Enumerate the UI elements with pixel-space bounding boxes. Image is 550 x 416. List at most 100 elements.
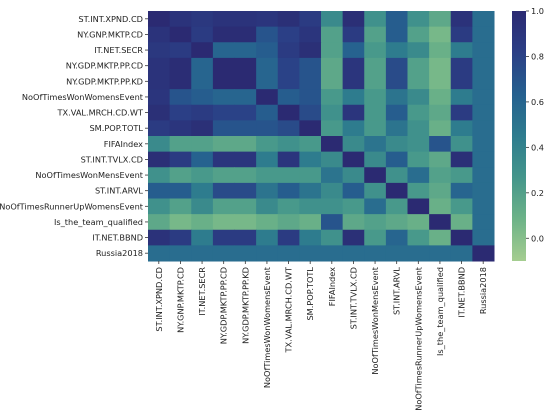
heatmap-cell-7-8 bbox=[321, 120, 344, 137]
heatmap-cell-12-14 bbox=[450, 198, 473, 215]
heatmap-cell-5-7 bbox=[299, 89, 322, 106]
heatmap-cell-7-4 bbox=[234, 120, 257, 137]
heatmap-cell-14-14 bbox=[450, 229, 473, 246]
heatmap-cell-14-3 bbox=[212, 229, 236, 246]
y-tick-label-tx-val-mrch-cd-wt: TX.VAL.MRCH.CD.WT bbox=[57, 108, 144, 118]
heatmap-cell-9-5 bbox=[256, 151, 279, 168]
heatmap-cell-5-3 bbox=[212, 89, 236, 106]
heatmap-cell-7-3 bbox=[212, 120, 236, 137]
heatmap-cell-0-4 bbox=[234, 11, 257, 28]
heatmap-cell-9-1 bbox=[169, 151, 192, 168]
heatmap-cell-5-11 bbox=[385, 89, 409, 106]
heatmap-cell-6-0 bbox=[148, 104, 171, 121]
heatmap-cell-1-12 bbox=[407, 26, 430, 43]
heatmap-cell-9-11 bbox=[385, 151, 409, 168]
heatmap-cell-9-13 bbox=[429, 151, 452, 168]
heatmap-cell-8-14 bbox=[450, 136, 473, 153]
heatmap-cell-12-4 bbox=[234, 198, 257, 215]
heatmap-cell-15-0 bbox=[148, 245, 171, 262]
heatmap-cell-15-11 bbox=[385, 245, 409, 262]
heatmap-cell-6-3 bbox=[212, 104, 236, 121]
x-tick-label-russia2018: Russia2018 bbox=[478, 267, 488, 314]
heatmap-cell-6-10 bbox=[364, 104, 387, 121]
heatmap-cell-7-5 bbox=[256, 120, 279, 137]
y-tick-label-nooftimesrunnerupwomensevent: NoOfTimesRunnerUpWomensEvent bbox=[0, 201, 144, 211]
heatmap-cell-5-15 bbox=[472, 89, 495, 106]
heatmap-cell-3-0 bbox=[148, 57, 171, 75]
heatmap-cell-14-7 bbox=[299, 229, 322, 246]
heatmap-cell-9-12 bbox=[407, 151, 430, 168]
heatmap-cell-1-14 bbox=[450, 26, 473, 43]
heatmap-cell-15-10 bbox=[364, 245, 387, 262]
heatmap-cell-14-8 bbox=[321, 229, 344, 246]
heatmap-cell-10-3 bbox=[212, 167, 236, 184]
heatmap-cell-14-11 bbox=[385, 229, 409, 246]
heatmap-cell-4-14 bbox=[450, 73, 473, 90]
heatmap-cell-11-7 bbox=[299, 182, 322, 200]
heatmap-cell-0-14 bbox=[450, 11, 473, 28]
heatmap-cell-3-4 bbox=[234, 57, 257, 75]
heatmap-cell-15-1 bbox=[169, 245, 192, 262]
heatmap-cell-4-7 bbox=[299, 73, 322, 90]
heatmap-cell-4-0 bbox=[148, 73, 171, 90]
y-tick-label-st-int-arvl: ST.INT.ARVL bbox=[95, 186, 143, 196]
heatmap-cell-15-7 bbox=[299, 245, 322, 262]
heatmap-cell-3-8 bbox=[321, 57, 344, 75]
y-tick-label-it-net-bbnd: IT.NET.BBND bbox=[92, 233, 143, 243]
heatmap-cell-10-2 bbox=[191, 167, 214, 184]
heatmap-cell-12-5 bbox=[256, 198, 279, 215]
heatmap-cell-8-9 bbox=[342, 136, 365, 153]
heatmap-cell-8-6 bbox=[277, 136, 300, 153]
heatmap-cell-13-15 bbox=[472, 214, 495, 231]
heatmap-cell-5-6 bbox=[277, 89, 300, 106]
heatmap-cell-11-15 bbox=[472, 182, 495, 200]
heatmap-cell-5-5 bbox=[256, 89, 279, 106]
y-tick-label-ny-gdp-mktp-pp-cd: NY.GDP.MKTP.PP.CD bbox=[66, 61, 143, 71]
colorbar-ticks: 0.0 0.2 0.4 0.6 0.8 1.0 bbox=[526, 6, 544, 243]
heatmap-cell-1-4 bbox=[234, 26, 257, 43]
colorbar-tick-label: 0.6 bbox=[531, 97, 544, 107]
heatmap-cell-3-15 bbox=[472, 57, 495, 75]
heatmap-cell-11-10 bbox=[364, 182, 387, 200]
y-tick-label-it-net-secr: IT.NET.SECR bbox=[94, 45, 143, 55]
heatmap-cell-3-12 bbox=[407, 57, 430, 75]
heatmap-cell-10-10 bbox=[364, 167, 387, 184]
heatmap-cell-13-2 bbox=[191, 214, 214, 231]
colorbar-tick-label: 0.8 bbox=[531, 51, 544, 61]
heatmap-cell-12-11 bbox=[385, 198, 409, 215]
heatmap-cell-10-4 bbox=[234, 167, 257, 184]
heatmap-cell-11-3 bbox=[212, 182, 236, 200]
heatmap-cell-3-11 bbox=[385, 57, 409, 75]
x-tick-label-is-the-team-qualified: Is_the_team_qualified bbox=[435, 267, 445, 356]
heatmap-cell-2-12 bbox=[407, 42, 430, 59]
heatmap-cell-14-4 bbox=[234, 229, 257, 246]
heatmap-cell-3-5 bbox=[256, 57, 279, 75]
heatmap-cell-2-10 bbox=[364, 42, 387, 59]
heatmap-cell-14-2 bbox=[191, 229, 214, 246]
heatmap-cell-11-12 bbox=[407, 182, 430, 200]
heatmap-cell-7-11 bbox=[385, 120, 409, 137]
heatmap-cell-2-13 bbox=[429, 42, 452, 59]
heatmap-cell-6-13 bbox=[429, 104, 452, 121]
heatmap-cell-1-1 bbox=[169, 26, 192, 43]
heatmap-cell-10-8 bbox=[321, 167, 344, 184]
heatmap-cell-12-15 bbox=[472, 198, 495, 215]
heatmap-cell-9-9 bbox=[342, 151, 365, 168]
heatmap-cell-8-0 bbox=[148, 136, 171, 153]
heatmap-cell-15-4 bbox=[234, 245, 257, 262]
heatmap-cell-0-5 bbox=[256, 11, 279, 28]
heatmap-cell-13-14 bbox=[450, 214, 473, 231]
heatmap-cell-14-12 bbox=[407, 229, 430, 246]
heatmap-cell-13-4 bbox=[234, 214, 257, 231]
heatmap-cell-9-7 bbox=[299, 151, 322, 168]
heatmap-cell-11-5 bbox=[256, 182, 279, 200]
heatmap-cell-8-3 bbox=[212, 136, 236, 153]
heatmap-cell-10-15 bbox=[472, 167, 495, 184]
heatmap-cell-13-12 bbox=[407, 214, 430, 231]
x-tick-label-fifaindex: FIFAIndex bbox=[327, 267, 337, 306]
heatmap-cell-3-9 bbox=[342, 57, 365, 75]
heatmap-cell-4-9 bbox=[342, 73, 365, 90]
heatmap-cell-8-11 bbox=[385, 136, 409, 153]
heatmap-cell-14-6 bbox=[277, 229, 300, 246]
